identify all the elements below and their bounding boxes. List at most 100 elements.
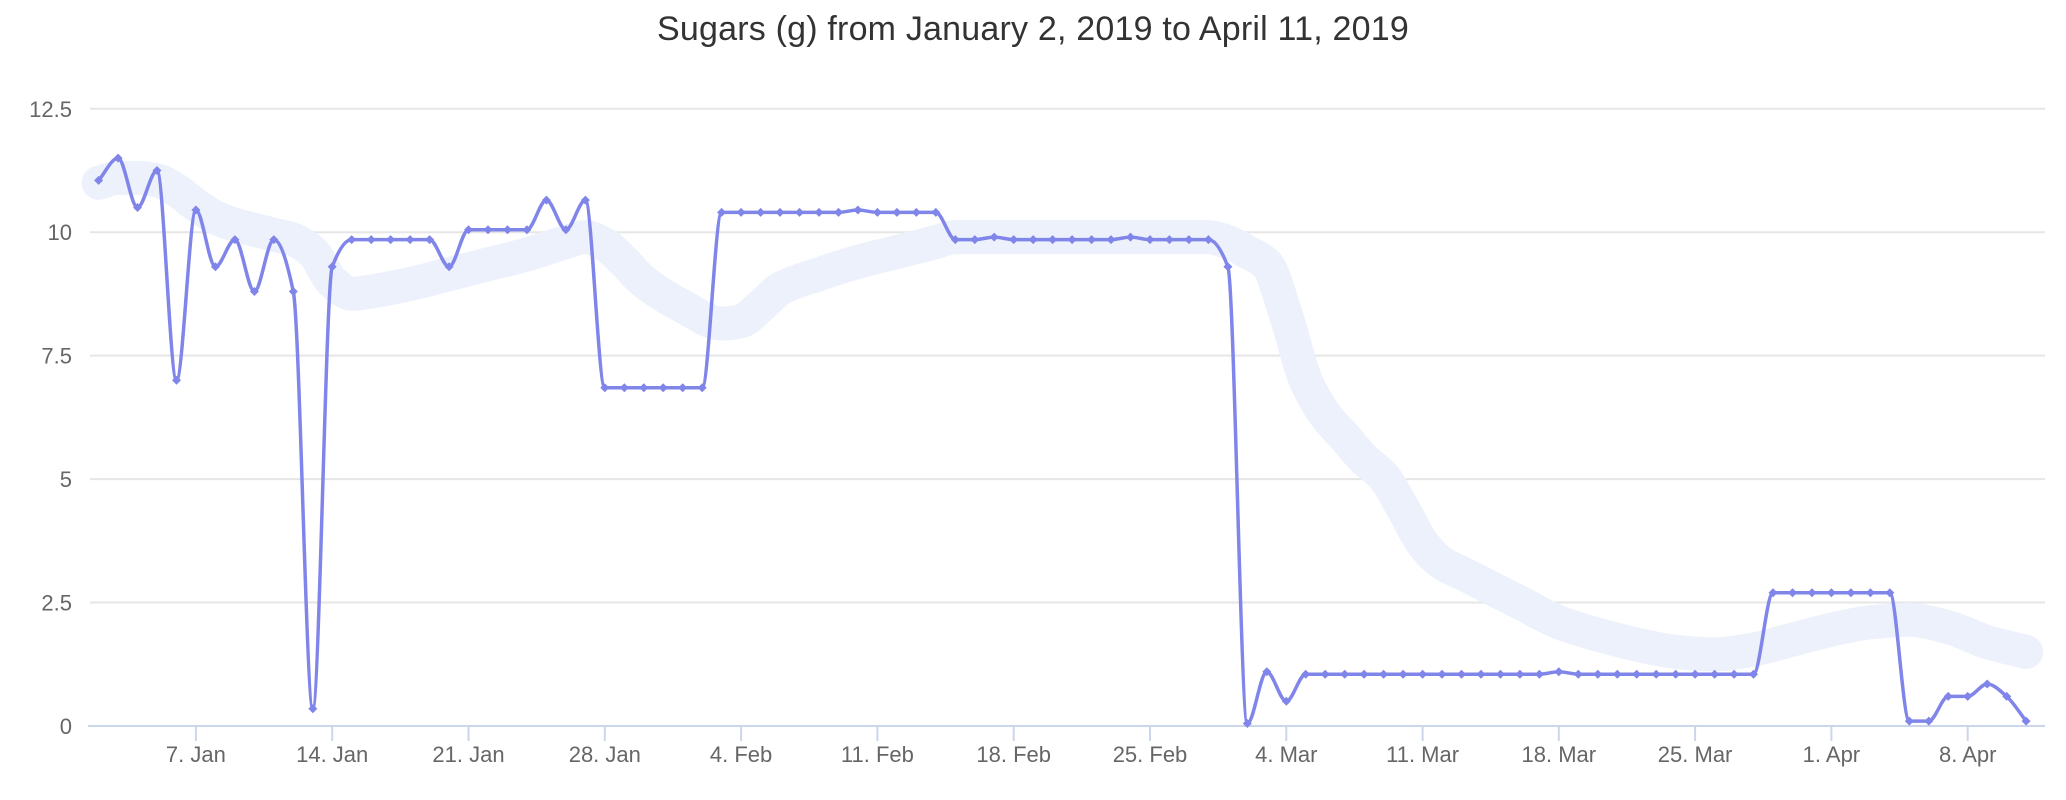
data-point-marker[interactable]	[1632, 669, 1642, 679]
data-point-marker[interactable]	[1671, 669, 1681, 679]
data-point-marker[interactable]	[931, 207, 941, 217]
data-point-marker[interactable]	[366, 235, 376, 245]
data-point-marker[interactable]	[1067, 235, 1077, 245]
data-point-marker[interactable]	[1203, 235, 1213, 245]
data-point-marker[interactable]	[1126, 232, 1135, 242]
data-point-marker[interactable]	[1982, 679, 1992, 689]
data-point-marker[interactable]	[541, 195, 551, 205]
data-point-marker[interactable]	[522, 225, 532, 235]
data-point-marker[interactable]	[561, 225, 571, 235]
data-point-marker[interactable]	[191, 205, 201, 215]
data-point-marker[interactable]	[1437, 669, 1447, 679]
data-point-marker[interactable]	[580, 195, 590, 205]
data-point-marker[interactable]	[1106, 235, 1116, 245]
data-point-marker[interactable]	[2002, 691, 2012, 701]
data-point-marker[interactable]	[1729, 669, 1739, 679]
data-point-marker[interactable]	[1846, 588, 1856, 598]
data-point-marker[interactable]	[425, 235, 435, 245]
data-point-marker[interactable]	[1028, 235, 1038, 245]
data-point-marker[interactable]	[133, 203, 142, 212]
data-point-marker[interactable]	[756, 207, 766, 217]
data-point-marker[interactable]	[658, 383, 668, 393]
data-point-marker[interactable]	[989, 232, 999, 242]
data-point-marker[interactable]	[269, 235, 279, 245]
data-point-marker[interactable]	[1087, 235, 1097, 245]
data-point-marker[interactable]	[1048, 235, 1058, 245]
data-point-marker[interactable]	[444, 262, 454, 272]
data-point-marker[interactable]	[1281, 696, 1291, 706]
data-point-marker[interactable]	[1710, 669, 1720, 679]
data-point-marker[interactable]	[834, 207, 843, 217]
data-point-marker[interactable]	[1145, 235, 1155, 245]
data-point-marker[interactable]	[639, 383, 649, 393]
data-point-marker[interactable]	[1242, 719, 1252, 728]
data-point-marker[interactable]	[464, 225, 473, 235]
data-point-marker[interactable]	[950, 235, 960, 245]
data-point-marker[interactable]	[1690, 669, 1700, 679]
data-point-marker[interactable]	[230, 235, 240, 245]
data-point-marker[interactable]	[152, 166, 162, 175]
data-point-marker[interactable]	[1865, 588, 1875, 598]
data-point-marker[interactable]	[1476, 669, 1486, 679]
data-point-marker[interactable]	[1768, 588, 1778, 598]
data-point-marker[interactable]	[911, 207, 921, 217]
data-point-marker[interactable]	[1515, 669, 1525, 679]
data-point-marker[interactable]	[1573, 669, 1583, 679]
data-point-marker[interactable]	[288, 287, 298, 296]
data-point-marker[interactable]	[405, 235, 415, 245]
data-point-marker[interactable]	[1495, 669, 1505, 679]
data-point-marker[interactable]	[1924, 716, 1934, 726]
data-point-marker[interactable]	[386, 235, 396, 245]
data-point-marker[interactable]	[1359, 669, 1369, 679]
data-point-marker[interactable]	[1418, 669, 1428, 679]
data-point-marker[interactable]	[736, 207, 746, 217]
data-point-marker[interactable]	[1749, 669, 1758, 679]
data-point-marker[interactable]	[1379, 669, 1389, 679]
data-point-marker[interactable]	[775, 207, 785, 217]
data-point-marker[interactable]	[1612, 669, 1622, 679]
data-point-marker[interactable]	[172, 375, 181, 385]
data-point-marker[interactable]	[717, 207, 727, 217]
data-point-marker[interactable]	[1554, 667, 1564, 677]
data-point-marker[interactable]	[1164, 235, 1174, 245]
data-point-marker[interactable]	[795, 207, 804, 217]
data-point-marker[interactable]	[678, 383, 688, 393]
data-point-marker[interactable]	[113, 153, 123, 163]
data-point-marker[interactable]	[1009, 235, 1019, 245]
data-point-marker[interactable]	[249, 287, 259, 296]
data-point-marker[interactable]	[347, 235, 357, 245]
data-point-marker[interactable]	[1534, 669, 1544, 679]
data-point-marker[interactable]	[814, 207, 824, 217]
data-point-marker[interactable]	[1593, 669, 1603, 679]
data-point-marker[interactable]	[327, 262, 337, 272]
data-point-marker[interactable]	[1398, 669, 1408, 679]
data-point-marker[interactable]	[970, 235, 980, 245]
data-point-marker[interactable]	[1457, 669, 1466, 679]
data-point-marker[interactable]	[853, 205, 863, 215]
data-point-marker[interactable]	[2021, 716, 2031, 726]
data-point-marker[interactable]	[1651, 669, 1661, 679]
data-point-marker[interactable]	[1826, 588, 1836, 598]
data-point-marker[interactable]	[1807, 588, 1817, 598]
data-point-marker[interactable]	[503, 225, 512, 235]
data-point-marker[interactable]	[94, 175, 104, 185]
data-point-marker[interactable]	[308, 704, 318, 714]
data-point-marker[interactable]	[1320, 669, 1330, 679]
data-point-marker[interactable]	[1904, 716, 1914, 726]
data-point-marker[interactable]	[1301, 669, 1311, 679]
data-point-marker[interactable]	[210, 262, 220, 272]
data-point-marker[interactable]	[1262, 667, 1272, 677]
data-point-marker[interactable]	[892, 207, 902, 217]
data-point-marker[interactable]	[1223, 262, 1233, 272]
data-point-marker[interactable]	[1340, 669, 1350, 679]
data-point-marker[interactable]	[1885, 588, 1895, 598]
data-point-marker[interactable]	[697, 383, 707, 393]
data-point-marker[interactable]	[872, 207, 882, 217]
data-point-marker[interactable]	[1943, 691, 1953, 701]
data-point-marker[interactable]	[1184, 235, 1194, 245]
data-point-marker[interactable]	[600, 383, 610, 393]
data-point-marker[interactable]	[1788, 588, 1797, 598]
data-point-marker[interactable]	[483, 225, 493, 235]
data-point-marker[interactable]	[1963, 691, 1973, 701]
data-point-marker[interactable]	[619, 383, 629, 393]
